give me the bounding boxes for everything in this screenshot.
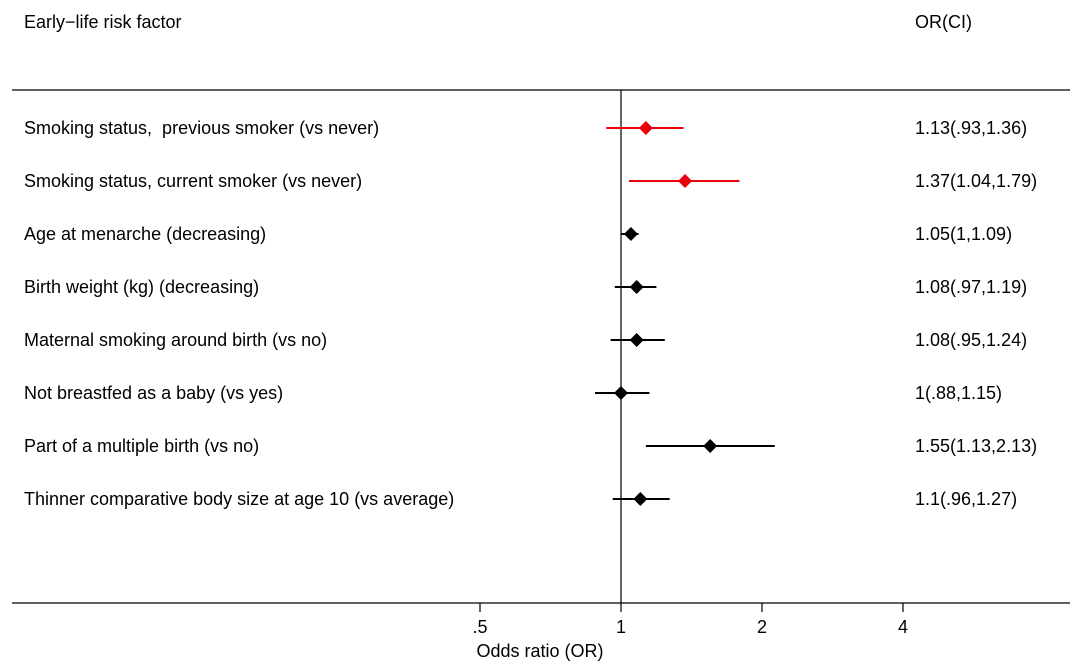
forest-row: Maternal smoking around birth (vs no) 1.0… bbox=[24, 330, 1027, 350]
or-point-diamond bbox=[623, 227, 638, 241]
or-point-diamond bbox=[629, 280, 644, 294]
row-label: Not breastfed as a baby (vs yes) bbox=[24, 383, 283, 403]
row-label: Part of a multiple birth (vs no) bbox=[24, 436, 259, 456]
or-point-diamond bbox=[703, 439, 718, 453]
forest-row: Birth weight (kg) (decreasing) 1.08(.97,1… bbox=[24, 277, 1027, 297]
x-ticks: .5 1 2 4 bbox=[472, 603, 908, 637]
x-tick-label: 2 bbox=[757, 617, 767, 637]
row-label: Smoking status, previous smoker (vs neve… bbox=[24, 118, 379, 138]
or-point-diamond bbox=[614, 386, 628, 400]
or-point-diamond bbox=[633, 492, 648, 506]
or-ci-value: 1.55(1.13,2.13) bbox=[915, 436, 1037, 456]
row-label: Smoking status, current smoker (vs never… bbox=[24, 171, 362, 191]
or-ci-value: 1.08(.95,1.24) bbox=[915, 330, 1027, 350]
forest-row: Not breastfed as a baby (vs yes) 1(.88,1.… bbox=[24, 383, 1002, 403]
ci-column-header: OR(CI) bbox=[915, 12, 972, 32]
forest-row: Smoking status, previous smoker (vs neve… bbox=[24, 118, 1027, 138]
or-ci-value: 1(.88,1.15) bbox=[915, 383, 1002, 403]
or-ci-value: 1.37(1.04,1.79) bbox=[915, 171, 1037, 191]
x-tick-label: 1 bbox=[616, 617, 626, 637]
or-point-diamond bbox=[629, 333, 644, 347]
x-axis-label: Odds ratio (OR) bbox=[476, 641, 603, 661]
forest-row: Age at menarche (decreasing) 1.05(1,1.09) bbox=[24, 224, 1012, 244]
row-label: Birth weight (kg) (decreasing) bbox=[24, 277, 259, 297]
factor-column-header: Early−life risk factor bbox=[24, 12, 182, 32]
or-ci-value: 1.05(1,1.09) bbox=[915, 224, 1012, 244]
x-tick-label: .5 bbox=[472, 617, 487, 637]
plot-rows: Smoking status, previous smoker (vs neve… bbox=[24, 118, 1037, 509]
row-label: Age at menarche (decreasing) bbox=[24, 224, 266, 244]
forest-row: Smoking status, current smoker (vs never… bbox=[24, 171, 1037, 191]
x-tick-label: 4 bbox=[898, 617, 908, 637]
or-ci-value: 1.13(.93,1.36) bbox=[915, 118, 1027, 138]
forest-row: Part of a multiple birth (vs no) 1.55(1.1… bbox=[24, 436, 1037, 456]
row-label: Thinner comparative body size at age 10 … bbox=[24, 489, 454, 509]
forest-row: Thinner comparative body size at age 10 … bbox=[24, 489, 1017, 509]
or-point-diamond bbox=[678, 174, 693, 188]
or-point-diamond bbox=[638, 121, 653, 135]
row-label: Maternal smoking around birth (vs no) bbox=[24, 330, 327, 350]
or-ci-value: 1.08(.97,1.19) bbox=[915, 277, 1027, 297]
or-ci-value: 1.1(.96,1.27) bbox=[915, 489, 1017, 509]
